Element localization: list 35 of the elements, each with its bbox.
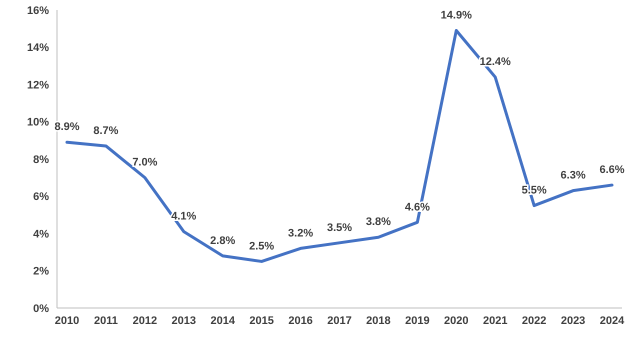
data-label: 14.9% (440, 9, 472, 22)
data-label: 2.5% (249, 240, 274, 252)
y-tick-label: 12% (26, 79, 50, 92)
data-label: 3.5% (326, 222, 352, 234)
data-label: 8.9% (54, 121, 80, 134)
x-tick-label: 2019 (405, 314, 430, 327)
x-tick-label: 2022 (522, 314, 546, 327)
data-label: 3.2% (288, 227, 314, 240)
x-tick-label: 2016 (288, 314, 313, 327)
x-tick-label: 2021 (482, 314, 508, 327)
x-tick-label: 2015 (249, 314, 274, 327)
x-tick-label: 2018 (366, 314, 391, 327)
x-tick-label: 2017 (327, 314, 352, 327)
x-tick-label: 2014 (210, 314, 236, 327)
y-tick-label: 2% (33, 266, 50, 278)
y-tick-label: 8% (33, 154, 50, 166)
data-label: 2.8% (210, 234, 236, 247)
y-tick-label: 14% (26, 42, 50, 54)
data-label: 3.8% (366, 216, 392, 228)
x-tick-label: 2010 (54, 314, 80, 327)
y-tick-label: 4% (33, 228, 50, 240)
data-label: 6.6% (599, 164, 625, 176)
y-tick-label: 6% (33, 191, 50, 204)
x-tick-label: 2012 (132, 314, 158, 327)
data-label: 6.3% (560, 170, 586, 182)
x-tick-label: 2024 (600, 314, 626, 327)
y-tick-label: 16% (26, 4, 50, 17)
x-tick-label: 2011 (94, 314, 118, 327)
data-label: 7.0% (132, 156, 158, 169)
y-tick-label: 0% (33, 302, 50, 315)
data-label: 8.7% (93, 124, 119, 137)
y-tick-label: 10% (26, 116, 50, 129)
x-tick-label: 2013 (172, 314, 196, 327)
x-tick-label: 2023 (560, 314, 586, 327)
x-tick-label: 2020 (444, 314, 469, 327)
